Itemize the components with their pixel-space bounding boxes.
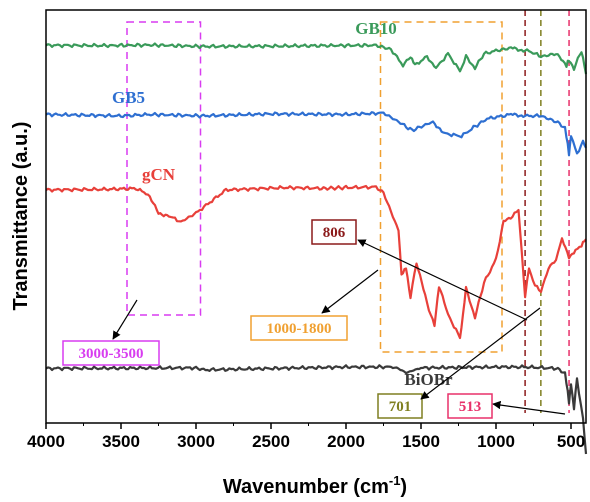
series-label-gcn: gCN xyxy=(142,165,176,184)
markers-layer xyxy=(524,10,570,413)
regions-layer xyxy=(126,21,503,353)
x-axis-label-main: Wavenumber (cm xyxy=(223,476,389,498)
region-box-1 xyxy=(126,21,202,316)
x-tick-label: 1000 xyxy=(477,432,515,451)
marker-label-806-text: 806 xyxy=(323,225,346,241)
series-line-gcn xyxy=(45,184,587,340)
series-label-gb5: GB5 xyxy=(112,88,145,107)
x-tick-label: 3000 xyxy=(177,432,215,451)
x-tick-label: 2500 xyxy=(252,432,290,451)
marker-label-513-text: 513 xyxy=(459,399,482,415)
marker-label-513-box xyxy=(447,393,493,419)
series-line-gb10 xyxy=(45,42,588,75)
x-axis-ticks: 4000 3500 3000 2500 2000 1500 1000 500 xyxy=(27,423,585,451)
x-axis-label-suffix: ) xyxy=(400,476,407,498)
plot-frame xyxy=(45,9,587,424)
x-tick-label: 2000 xyxy=(327,432,365,451)
region-label-2-text: 1000-1800 xyxy=(267,321,332,337)
series-line-gb5 xyxy=(45,111,587,157)
arrow-3000-3500 xyxy=(112,299,138,340)
region-label-1-box xyxy=(62,340,160,366)
series-layer xyxy=(45,42,588,455)
marker-label-701-text: 701 xyxy=(389,399,412,415)
region-label-2-box xyxy=(250,315,348,341)
series-label-gb10: GB10 xyxy=(355,19,397,38)
arrow-1000-1800 xyxy=(321,269,379,314)
x-tick-label: 3500 xyxy=(102,432,140,451)
arrow-806 xyxy=(357,239,528,321)
marker-label-806-box xyxy=(311,219,357,245)
series-line-biobr xyxy=(45,364,588,455)
arrow-513 xyxy=(492,400,566,415)
marker-label-701-box xyxy=(377,393,423,419)
x-axis-label: Wavenumber (cm-1) xyxy=(223,473,407,498)
arrow-701 xyxy=(420,307,541,400)
x-tick-label: 500 xyxy=(557,432,585,451)
region-box-2 xyxy=(379,21,503,353)
x-tick-label: 4000 xyxy=(27,432,65,451)
x-axis-label-superscript: -1 xyxy=(389,473,401,488)
x-tick-label: 1500 xyxy=(402,432,440,451)
y-axis-label: Transmittance (a.u.) xyxy=(10,122,32,311)
region-label-1-text: 3000-3500 xyxy=(79,346,144,362)
